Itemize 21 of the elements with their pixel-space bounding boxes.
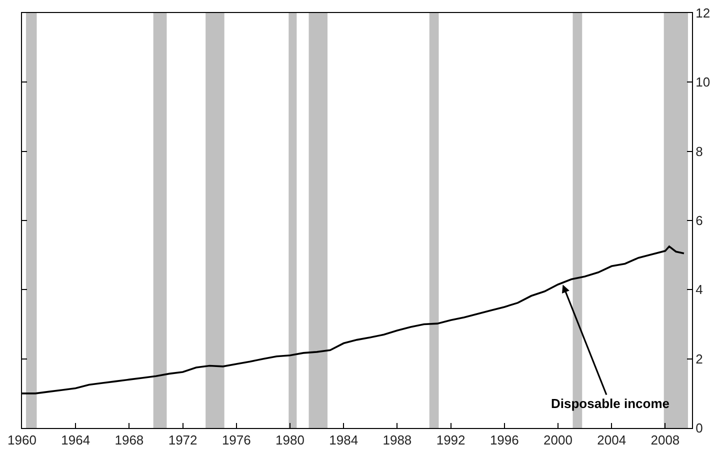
y-tick-label: 10: [696, 74, 710, 90]
x-tick-label: 1976: [222, 432, 251, 448]
x-tick-label: 2000: [544, 432, 572, 448]
x-tick-label: 1984: [329, 432, 358, 448]
x-tick-label: 1988: [382, 432, 412, 448]
x-tick-label: 1992: [436, 432, 466, 448]
x-tick-label: 2004: [597, 432, 626, 448]
y-tick-label: 8: [696, 144, 703, 159]
x-tick-label: 2008: [650, 432, 680, 448]
x-tick-label: 1968: [114, 432, 144, 448]
x-tick-label: 1972: [168, 432, 198, 448]
x-tick-label: 1960: [8, 432, 36, 448]
y-tick-label: 12: [696, 6, 710, 21]
x-tick-label: 1980: [276, 432, 304, 448]
annotation: Disposable income: [551, 396, 670, 411]
x-tick-label: 1996: [490, 432, 519, 448]
y-tick-label: 6: [696, 213, 703, 228]
y-tick-label: 4: [696, 282, 703, 298]
y-tick-label: 2: [696, 351, 703, 366]
y-tick-label: 0: [696, 420, 703, 436]
x-tick-label: 1964: [61, 432, 90, 448]
